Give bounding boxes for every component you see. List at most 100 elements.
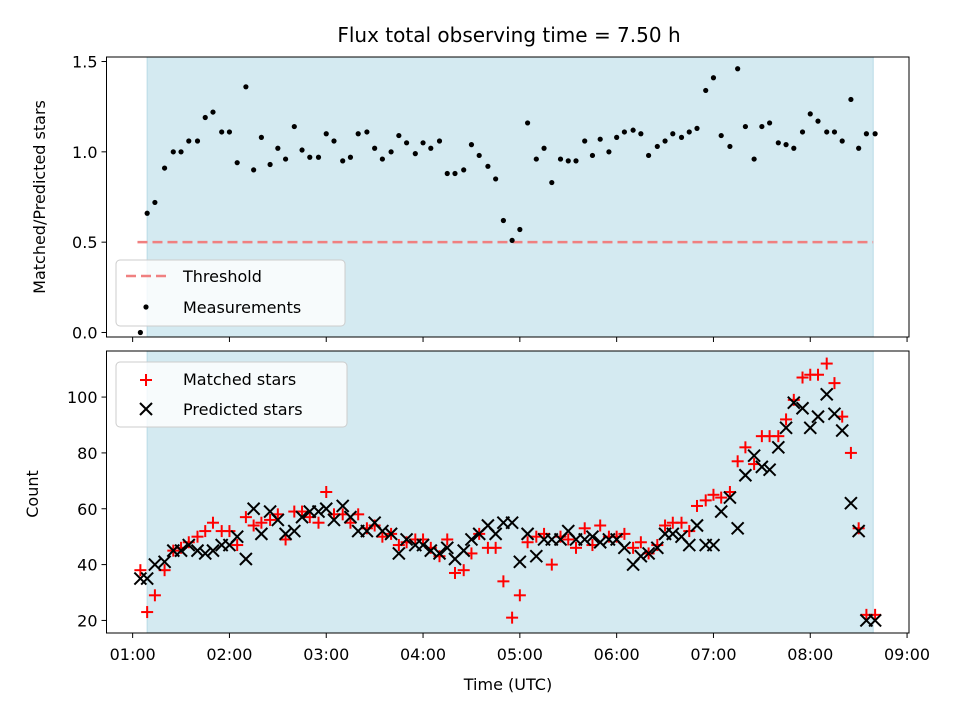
measurement-point (606, 149, 612, 155)
predicted-star-point (311, 504, 326, 519)
measurement-point (243, 84, 249, 90)
matched-star-point (659, 519, 672, 532)
measurement-point (170, 149, 176, 155)
measurement-point (524, 120, 531, 126)
top-y-tick-label: 0.5 (72, 233, 97, 252)
predicted-star-point (182, 538, 196, 552)
measurement-point (621, 129, 627, 135)
measurement-point (597, 136, 603, 142)
measurement-point (565, 158, 571, 164)
measurement-point (759, 123, 765, 130)
measurement-point (710, 75, 717, 81)
x-tick-label: 06:00 (594, 645, 640, 664)
bottom-y-tick-label: 40 (77, 556, 97, 575)
predicted-star-point (520, 527, 535, 541)
predicted-star-point (690, 518, 704, 533)
predicted-star-point (505, 516, 519, 530)
matched-star-point (199, 525, 212, 538)
matched-star-point (707, 488, 720, 501)
predicted-star-point (140, 571, 154, 586)
matched-star-point (683, 525, 696, 538)
matched-star-point (780, 413, 793, 426)
legend-predicted-swatch (139, 402, 153, 416)
matched-star-point (578, 522, 591, 535)
predicted-star-point (335, 499, 350, 513)
x-tick-label: 07:00 (690, 645, 736, 664)
predicted-star-point (456, 543, 471, 558)
measurement-point (500, 217, 506, 224)
matched-star-point (844, 446, 857, 459)
predicted-star-point (529, 549, 544, 563)
predicted-star-point (198, 546, 212, 561)
x-axis-label: Time (UTC) (463, 675, 552, 694)
measurement-point (403, 140, 410, 146)
matched-star-point (134, 564, 147, 577)
matched-star-point (206, 516, 219, 529)
predicted-star-point (230, 529, 244, 544)
predicted-star-point (723, 490, 737, 505)
measurement-point (412, 151, 418, 157)
matched-star-point (279, 533, 292, 546)
predicted-star-point (650, 541, 665, 555)
predicted-star-point (319, 502, 333, 516)
predicted-star-point (174, 543, 188, 558)
measurement-point (662, 138, 668, 144)
top-legend: Threshold Measurements (115, 259, 346, 327)
measurement-point (315, 154, 322, 160)
chart-title: Flux total observing time = 7.50 h (337, 23, 680, 47)
measurement-point (872, 131, 878, 137)
measurement-point (557, 156, 564, 162)
predicted-star-point (206, 543, 220, 558)
measurement-point (670, 131, 676, 137)
x-tick-label: 05:00 (497, 645, 543, 664)
matched-star-point (820, 357, 833, 370)
predicted-star-point (327, 513, 341, 527)
matched-star-point (731, 455, 744, 468)
measurement-point (299, 147, 305, 153)
measurement-point (202, 114, 208, 121)
predicted-star-point (384, 527, 398, 541)
measurement-point (856, 145, 862, 151)
top-y-axis-label: Matched/Predicted stars (30, 100, 49, 294)
legend-threshold-label: Threshold (182, 267, 262, 286)
measurement-point (267, 161, 273, 168)
predicted-star-point (738, 468, 753, 482)
bottom-y-tick-label: 80 (77, 444, 97, 463)
predicted-star-point (666, 527, 680, 541)
x-tick-label: 03:00 (303, 645, 349, 664)
measurement-point (291, 123, 297, 130)
matched-star-point (441, 533, 454, 546)
matched-star-point (223, 525, 236, 538)
matched-star-point (618, 527, 631, 540)
predicted-star-point (239, 552, 253, 566)
predicted-star-point (578, 532, 592, 547)
measurement-point (783, 142, 789, 148)
measurement-point (614, 134, 620, 140)
measurement-point (654, 143, 660, 150)
measurement-point (476, 152, 482, 159)
legend-matched-swatch (140, 374, 152, 386)
measurement-points (137, 66, 878, 336)
measurement-point (364, 129, 370, 135)
x-tick-label: 09:00 (884, 645, 930, 664)
measurement-point (775, 140, 781, 146)
predicted-star-point (617, 541, 632, 555)
matched-star-point (417, 533, 430, 546)
predicted-star-point (440, 541, 454, 555)
legend-matched-label: Matched stars (183, 370, 296, 389)
measurement-point (727, 143, 733, 150)
measurement-point (493, 176, 499, 182)
predicted-star-point (762, 462, 777, 477)
measurement-point (686, 129, 692, 135)
predicted-star-point (682, 538, 696, 552)
top-panel-frame (106, 56, 910, 338)
measurement-point (331, 138, 337, 144)
matched-star-point (545, 558, 558, 571)
predicted-star-point (148, 557, 162, 572)
measurement-point (742, 123, 749, 130)
measurement-point (323, 131, 329, 137)
bottom-panel-frame (106, 350, 910, 634)
measurement-point (388, 149, 394, 155)
predicted-star-point (811, 409, 825, 424)
